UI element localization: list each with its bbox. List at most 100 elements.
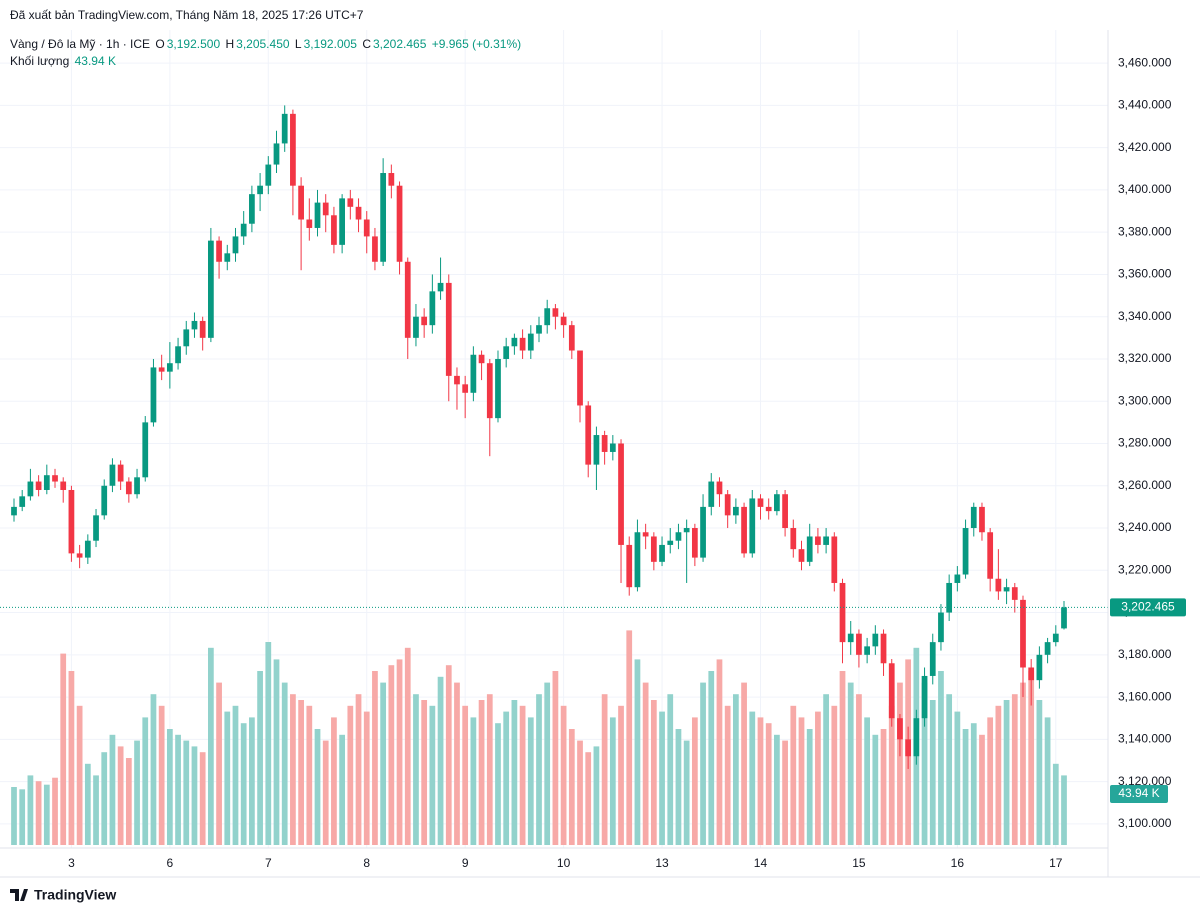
volume-bar xyxy=(1011,694,1018,845)
candle-body xyxy=(240,223,247,237)
volume-bar xyxy=(1003,700,1010,845)
candle-body xyxy=(265,164,272,186)
candle-body xyxy=(191,320,198,330)
candle-body xyxy=(388,173,395,186)
candle-body xyxy=(872,633,879,647)
volume-bar xyxy=(757,717,764,845)
volume-bar xyxy=(257,671,263,845)
candle-body xyxy=(281,113,288,144)
volume-bar xyxy=(511,700,518,845)
volume-bar xyxy=(125,758,132,845)
logo: TradingView xyxy=(10,887,116,903)
volume-bar xyxy=(158,705,165,845)
volume-bar xyxy=(724,705,731,845)
volume-bar xyxy=(470,717,477,845)
last-volume-box xyxy=(1110,785,1168,804)
volume-bar xyxy=(790,705,797,845)
candle-body xyxy=(847,633,854,643)
candle-body xyxy=(683,528,690,533)
volume-bar xyxy=(552,671,559,845)
candle-body xyxy=(27,481,34,497)
candle-body xyxy=(478,354,485,364)
candle-body xyxy=(815,536,821,545)
candle-body xyxy=(618,443,624,545)
candle-body xyxy=(946,582,953,613)
volume-legend: Khối lượng 43.94 K xyxy=(10,54,118,68)
volume-bar xyxy=(232,705,239,845)
volume-bar xyxy=(691,717,698,845)
candle-body xyxy=(117,464,124,482)
candle-body xyxy=(749,498,756,554)
candle-body xyxy=(495,358,501,419)
volume-bar xyxy=(1020,682,1026,845)
volume-title: Khối lượng xyxy=(10,54,70,68)
volume-bar xyxy=(290,694,296,845)
candle-body xyxy=(987,532,994,579)
candle-body xyxy=(519,337,526,351)
candle-body xyxy=(634,532,641,588)
volume-bar xyxy=(404,647,411,845)
candle-body xyxy=(109,464,116,486)
y-tick-label: 3,260.000 xyxy=(1118,478,1172,492)
volume-bar xyxy=(388,665,395,845)
candle-body xyxy=(700,506,706,558)
candle-body xyxy=(839,582,846,643)
volume-bar xyxy=(503,711,510,845)
candle-body xyxy=(1061,607,1067,629)
volume-bar xyxy=(216,682,222,845)
h-value: 3,205.450 xyxy=(236,37,290,51)
candle-body xyxy=(1020,599,1026,668)
l-value: 3,192.005 xyxy=(303,37,357,51)
volume-bar xyxy=(314,729,321,845)
volume-bar xyxy=(577,740,583,845)
last-price-label: 3,202.465 xyxy=(1121,600,1175,614)
volume-bar xyxy=(306,705,313,845)
volume-bar xyxy=(166,729,173,845)
candle-body xyxy=(659,544,665,562)
volume-bar xyxy=(897,682,903,845)
candle-body xyxy=(158,367,165,372)
candle-body xyxy=(380,173,387,262)
candle-body xyxy=(208,240,214,338)
candle-body xyxy=(183,329,190,347)
candle-body xyxy=(503,346,510,359)
volume-bar xyxy=(76,705,83,845)
candle-body xyxy=(35,481,42,490)
volume-bar xyxy=(765,723,772,845)
candle-body xyxy=(257,185,263,195)
volume-bar xyxy=(979,734,985,845)
y-tick-label: 3,120.000 xyxy=(1118,774,1172,788)
x-tick-label: 7 xyxy=(265,856,272,870)
candle-body xyxy=(462,384,469,393)
c-value: 3,202.465 xyxy=(372,37,427,51)
last-volume-label: 43.94 K xyxy=(1118,786,1159,800)
candle-body xyxy=(125,481,132,495)
candle-body xyxy=(355,206,362,220)
volume-bar xyxy=(421,700,428,845)
volume-bar xyxy=(987,717,994,845)
candle-body xyxy=(60,481,67,490)
volume-bar xyxy=(150,694,157,845)
candle-body xyxy=(798,549,805,562)
volume-bar xyxy=(35,781,42,845)
candle-body xyxy=(445,282,452,376)
y-tick-label: 3,420.000 xyxy=(1118,140,1172,154)
candle-body xyxy=(1036,654,1043,681)
volume-bar xyxy=(322,740,329,845)
volume-bar xyxy=(733,694,739,845)
o-value: 3,192.500 xyxy=(166,37,221,51)
candle-body xyxy=(1044,642,1051,655)
volume-bar xyxy=(806,729,813,845)
candle-body xyxy=(913,718,920,757)
volume-bar xyxy=(52,777,58,845)
candle-body xyxy=(43,475,50,490)
volume-bar xyxy=(798,717,805,845)
volume-bar xyxy=(363,711,370,845)
candle-body xyxy=(486,363,493,419)
volume-bar xyxy=(27,775,34,845)
x-tick-label: 10 xyxy=(557,856,571,870)
volume-bar xyxy=(946,694,953,845)
y-tick-label: 3,340.000 xyxy=(1118,309,1172,323)
volume-bar xyxy=(224,711,231,845)
